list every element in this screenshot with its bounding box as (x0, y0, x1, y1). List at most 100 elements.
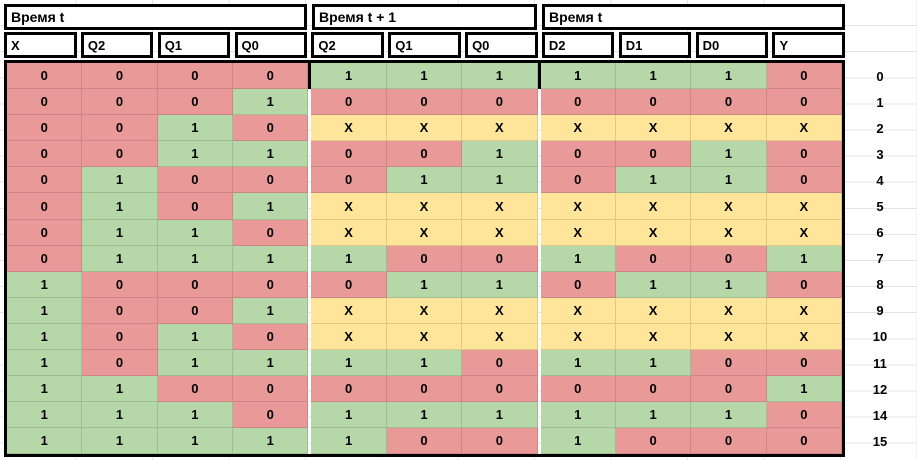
table-cell[interactable]: 0 (691, 350, 767, 377)
table-cell[interactable]: 0 (233, 115, 309, 142)
table-cell[interactable]: 0 (311, 141, 387, 168)
table-cell[interactable]: 0 (766, 271, 842, 298)
table-cell[interactable]: X (766, 323, 842, 351)
table-cell[interactable]: X (766, 297, 842, 324)
table-cell[interactable]: 0 (386, 376, 463, 403)
table-cell[interactable]: X (540, 219, 616, 246)
row-label-cell[interactable]: 7 (876, 251, 884, 267)
table-cell[interactable]: 0 (157, 297, 234, 324)
table-cell[interactable]: 0 (82, 63, 158, 90)
table-cell[interactable]: 1 (157, 245, 234, 272)
table-cell[interactable]: 1 (82, 376, 158, 403)
row-label-cell[interactable]: 6 (876, 225, 884, 241)
table-cell[interactable]: 1 (82, 245, 158, 272)
table-cell[interactable]: 0 (7, 89, 83, 116)
table-cell[interactable]: X (615, 115, 692, 142)
table-cell[interactable]: 0 (615, 89, 692, 116)
table-cell[interactable]: 0 (233, 323, 309, 351)
row-label-cell[interactable]: 14 (872, 407, 888, 423)
column-header-cell-q2-1[interactable]: Q2 (80, 32, 154, 58)
row-label-cell[interactable]: 8 (876, 277, 884, 293)
table-cell[interactable]: 1 (311, 402, 387, 429)
table-cell[interactable]: 0 (82, 271, 158, 298)
table-cell[interactable]: 1 (157, 402, 234, 429)
table-cell[interactable]: 0 (462, 428, 538, 455)
table-cell[interactable]: 0 (462, 89, 538, 116)
table-cell[interactable]: 1 (615, 402, 692, 429)
table-cell[interactable]: 1 (540, 63, 616, 90)
table-cell[interactable]: 1 (7, 323, 83, 351)
table-cell[interactable]: 1 (462, 402, 538, 429)
table-cell[interactable]: 1 (691, 402, 767, 429)
table-cell[interactable]: X (615, 193, 692, 220)
column-header-cell-q1-5[interactable]: Q1 (388, 32, 461, 58)
table-cell[interactable]: 0 (233, 167, 309, 194)
table-cell[interactable]: 0 (7, 219, 83, 246)
table-cell[interactable]: 1 (540, 402, 616, 429)
table-cell[interactable]: X (462, 115, 538, 142)
table-cell[interactable]: X (615, 323, 692, 351)
table-cell[interactable]: 0 (7, 141, 83, 168)
table-cell[interactable]: 1 (462, 167, 538, 194)
table-cell[interactable]: X (386, 115, 463, 142)
table-cell[interactable]: X (386, 297, 463, 324)
table-cell[interactable]: X (691, 193, 767, 220)
table-cell[interactable]: 1 (233, 141, 309, 168)
row-label-cell[interactable]: 12 (872, 381, 888, 397)
table-cell[interactable]: 1 (311, 350, 387, 377)
column-header-cell-y-10[interactable]: Y (772, 32, 845, 58)
table-cell[interactable]: 0 (157, 167, 234, 194)
table-cell[interactable]: 1 (233, 193, 309, 220)
table-cell[interactable]: 1 (386, 63, 463, 90)
table-cell[interactable]: 0 (766, 350, 842, 377)
table-cell[interactable]: 1 (157, 219, 234, 246)
table-cell[interactable]: 0 (540, 89, 616, 116)
table-cell[interactable]: X (386, 193, 463, 220)
table-cell[interactable]: X (462, 323, 538, 351)
table-cell[interactable]: 0 (691, 376, 767, 403)
table-cell[interactable]: X (462, 193, 538, 220)
table-cell[interactable]: 0 (82, 89, 158, 116)
table-cell[interactable]: 1 (233, 245, 309, 272)
table-cell[interactable]: 1 (7, 428, 83, 455)
table-cell[interactable]: X (311, 323, 387, 351)
table-cell[interactable]: 0 (691, 428, 767, 455)
table-cell[interactable]: 0 (691, 245, 767, 272)
column-header-cell-q0-6[interactable]: Q0 (465, 32, 538, 58)
table-cell[interactable]: X (615, 219, 692, 246)
table-cell[interactable]: 0 (233, 402, 309, 429)
merged-header-cell-time-t-plus-1[interactable]: Время t + 1 (312, 4, 537, 30)
row-label-cell[interactable]: 3 (876, 146, 884, 162)
row-label-cell[interactable]: 5 (876, 199, 884, 215)
table-cell[interactable]: 1 (691, 63, 767, 90)
table-cell[interactable]: 1 (157, 141, 234, 168)
table-cell[interactable]: 0 (7, 245, 83, 272)
table-cell[interactable]: X (540, 323, 616, 351)
table-cell[interactable]: 0 (7, 63, 83, 90)
table-cell[interactable]: 0 (82, 141, 158, 168)
column-header-cell-d2-7[interactable]: D2 (541, 32, 615, 58)
table-cell[interactable]: 1 (311, 428, 387, 455)
table-cell[interactable]: 0 (157, 193, 234, 220)
table-cell[interactable]: 0 (82, 115, 158, 142)
table-cell[interactable]: X (766, 193, 842, 220)
column-header-cell-d1-8[interactable]: D1 (618, 32, 692, 58)
table-cell[interactable]: 1 (540, 245, 616, 272)
table-cell[interactable]: X (691, 115, 767, 142)
table-cell[interactable]: 1 (7, 297, 83, 324)
table-cell[interactable]: 0 (311, 271, 387, 298)
table-cell[interactable]: 1 (157, 115, 234, 142)
table-cell[interactable]: 1 (82, 167, 158, 194)
table-cell[interactable]: 0 (157, 63, 234, 90)
table-cell[interactable]: X (540, 297, 616, 324)
table-cell[interactable]: 0 (233, 376, 309, 403)
table-cell[interactable]: 0 (766, 402, 842, 429)
table-cell[interactable]: 0 (7, 167, 83, 194)
table-cell[interactable]: 1 (82, 402, 158, 429)
table-cell[interactable]: 0 (540, 271, 616, 298)
table-cell[interactable]: 0 (233, 219, 309, 246)
table-cell[interactable]: 1 (766, 376, 842, 403)
table-cell[interactable]: 0 (766, 428, 842, 455)
row-label-cell[interactable]: 2 (876, 120, 884, 136)
table-cell[interactable]: 1 (691, 167, 767, 194)
